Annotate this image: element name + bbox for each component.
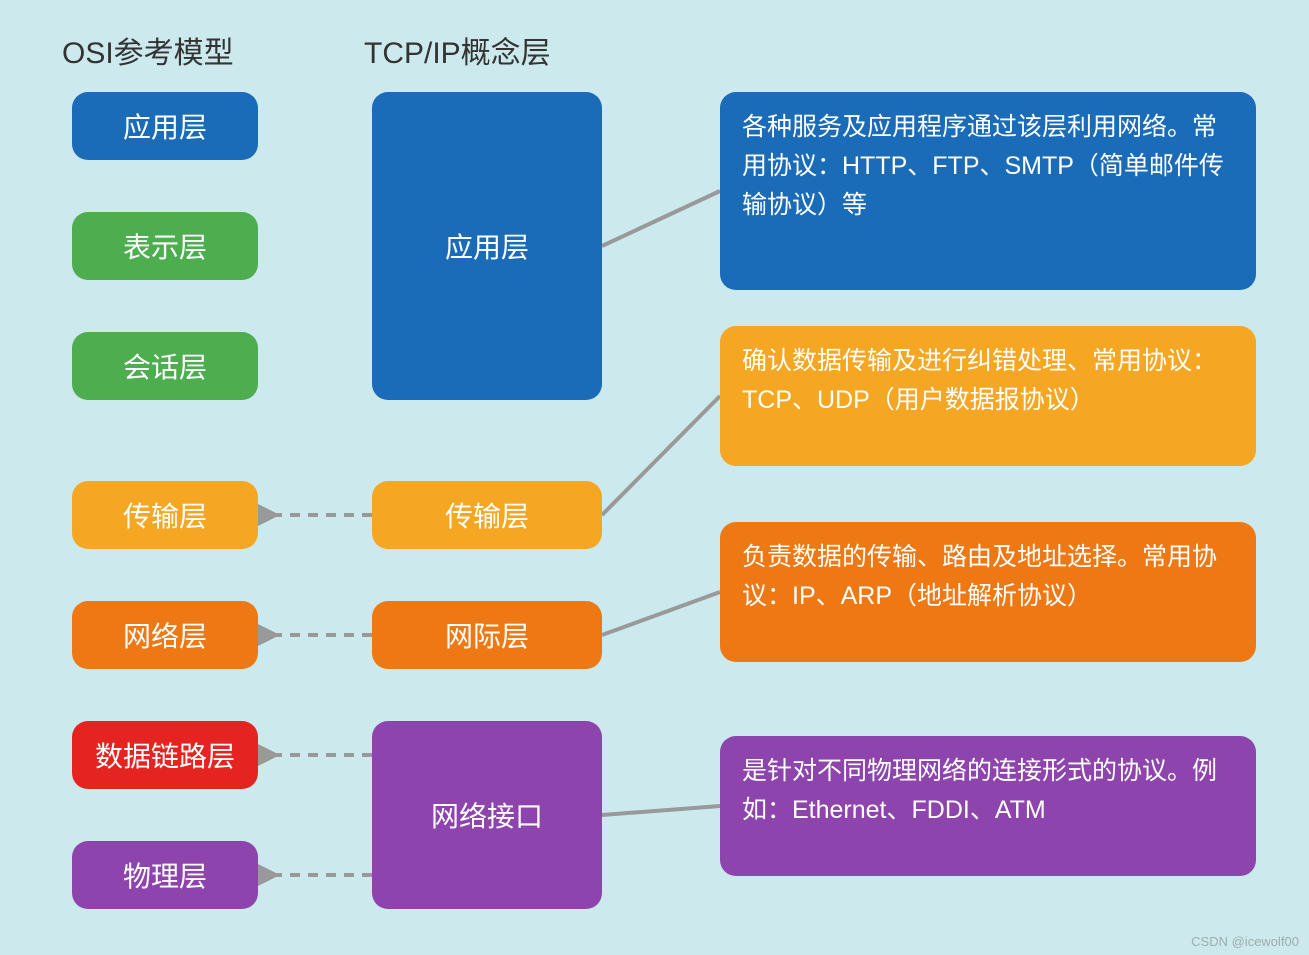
osi-application-layer: 应用层 <box>72 92 258 160</box>
desc-network: 负责数据的传输、路由及地址选择。常用协议：IP、ARP（地址解析协议） <box>720 522 1256 662</box>
connector-app <box>602 191 720 246</box>
osi-transport-layer: 传输层 <box>72 481 258 549</box>
tcpip-transport-layer: 传输层 <box>372 481 602 549</box>
header-osi: OSI参考模型 <box>62 28 234 72</box>
osi-datalink-layer: 数据链路层 <box>72 721 258 789</box>
connector-transport <box>602 396 720 515</box>
tcpip-internet-layer: 网际层 <box>372 601 602 669</box>
tcpip-network-interface-layer: 网络接口 <box>372 721 602 909</box>
desc-link: 是针对不同物理网络的连接形式的协议。例如：Ethernet、FDDI、ATM <box>720 736 1256 876</box>
osi-presentation-layer: 表示层 <box>72 212 258 280</box>
connector-network <box>602 592 720 635</box>
tcpip-application-layer: 应用层 <box>372 92 602 400</box>
header-tcpip: TCP/IP概念层 <box>364 28 551 72</box>
osi-physical-layer: 物理层 <box>72 841 258 909</box>
desc-application: 各种服务及应用程序通过该层利用网络。常用协议：HTTP、FTP、SMTP（简单邮… <box>720 92 1256 290</box>
desc-transport: 确认数据传输及进行纠错处理、常用协议：TCP、UDP（用户数据报协议） <box>720 326 1256 466</box>
connector-link <box>602 806 720 815</box>
osi-session-layer: 会话层 <box>72 332 258 400</box>
osi-network-layer: 网络层 <box>72 601 258 669</box>
watermark: CSDN @icewolf00 <box>1191 934 1299 949</box>
